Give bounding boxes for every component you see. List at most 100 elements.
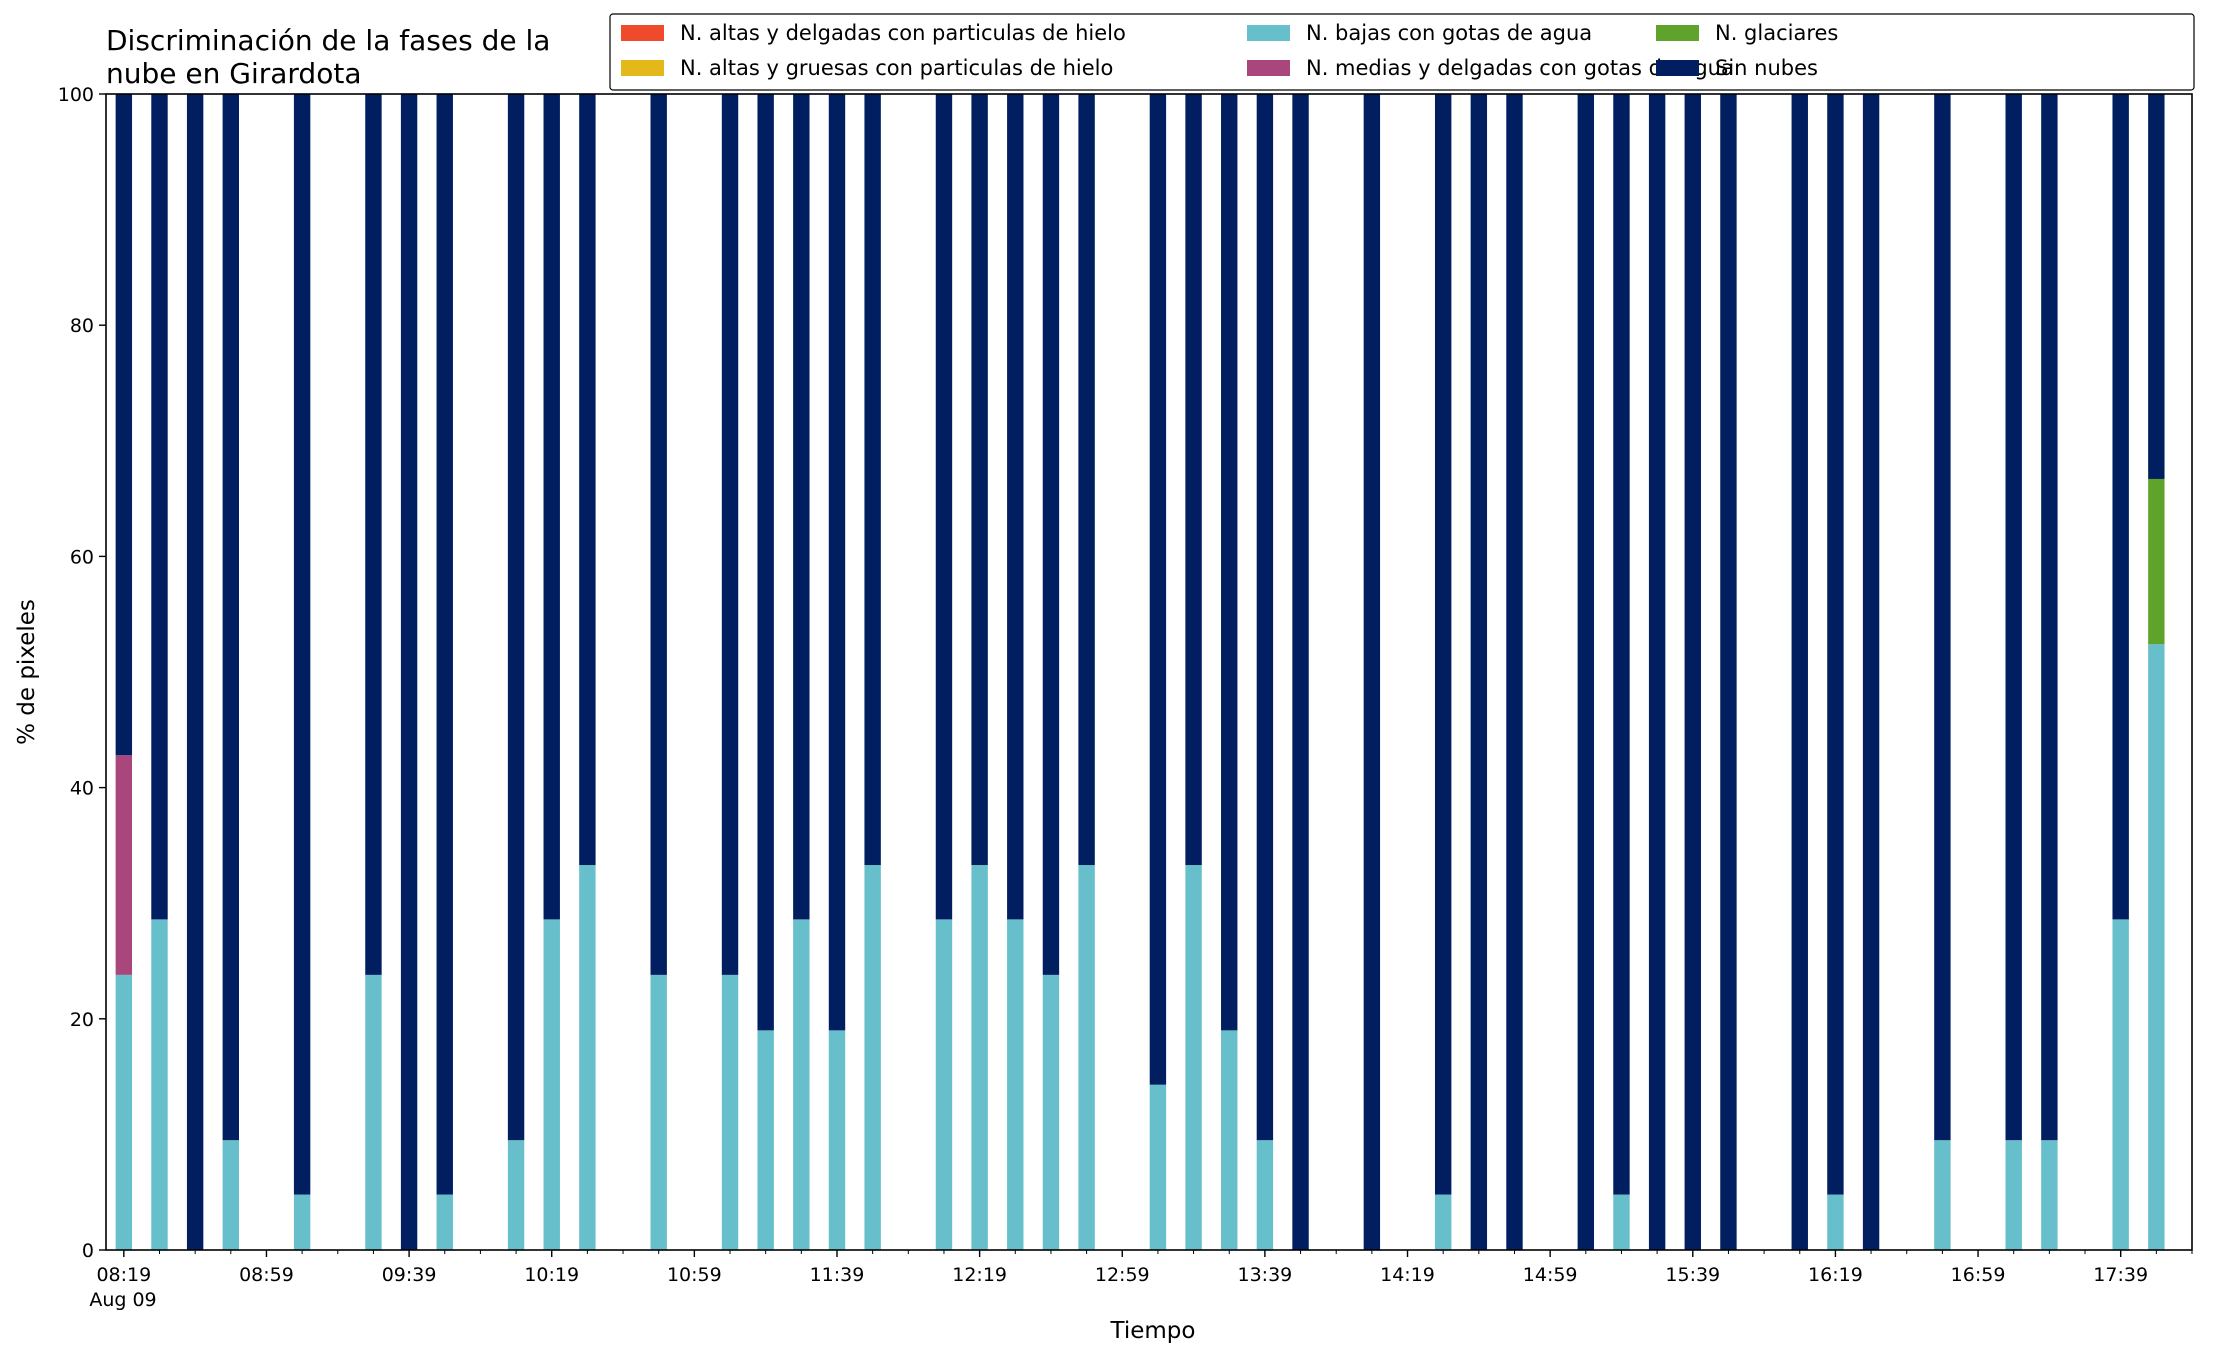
bar-segment — [1007, 94, 1024, 920]
legend-swatch — [621, 25, 664, 41]
x-tick-label: 11:39 — [810, 1264, 865, 1286]
legend-label: Sin nubes — [1715, 56, 1818, 80]
bar-segment — [365, 974, 382, 1250]
bar-segment — [1185, 94, 1202, 866]
bar-segment — [1185, 865, 1202, 1250]
x-tick-label: 13:39 — [1238, 1264, 1293, 1286]
y-axis-title: % de pixeles — [14, 599, 40, 745]
bar-segment — [507, 94, 525, 1141]
legend-label: N. altas y delgadas con particulas de hi… — [680, 21, 1126, 45]
bar-segment — [935, 919, 953, 1250]
legend-box — [609, 13, 2195, 91]
bar-segment — [1648, 94, 1666, 1250]
bar-segment — [1221, 1030, 1238, 1250]
bar-segment — [1934, 1140, 1951, 1250]
bar-segment — [650, 94, 667, 975]
bar-segment — [1934, 94, 1951, 1141]
bar-segment — [757, 1030, 774, 1250]
bar-segment — [1221, 94, 1238, 1031]
bar-segment — [1149, 1084, 1167, 1250]
bar-segment — [1256, 1140, 1274, 1250]
bar-segment — [115, 974, 133, 1250]
bar-segment — [864, 865, 881, 1250]
legend-label: N. altas y gruesas con particulas de hie… — [680, 56, 1113, 80]
bar-segment — [1078, 865, 1095, 1250]
plot-area-frame — [105, 93, 2193, 1251]
bar-segment — [543, 94, 560, 920]
x-axis-title: Tiempo — [1110, 1318, 1196, 1344]
bar-segment — [1292, 94, 1309, 1250]
x-tick-label: 15:39 — [1665, 1264, 1720, 1286]
legend-swatch — [1247, 25, 1290, 41]
x-date-label: Aug 09 — [89, 1289, 156, 1311]
y-tick-label: 60 — [70, 546, 94, 568]
bar-segment — [721, 94, 739, 975]
bar-segment — [151, 94, 168, 920]
bar-segment — [2112, 94, 2129, 920]
bar-segment — [1007, 919, 1024, 1250]
y-tick-label: 80 — [70, 315, 94, 337]
bar-segment — [2148, 478, 2165, 645]
bar-segment — [1577, 94, 1595, 1250]
bar-segment — [1684, 94, 1701, 1250]
x-tick-label: 16:19 — [1808, 1264, 1863, 1286]
bar-segment — [1720, 94, 1737, 1250]
chart-title-line-1: Discriminación de la fases de la — [106, 24, 550, 57]
x-tick-label: 17:39 — [2093, 1264, 2148, 1286]
legend: N. altas y delgadas con particulas de hi… — [609, 13, 2195, 91]
bar-segment — [436, 1194, 453, 1250]
x-tick-label: 09:39 — [382, 1264, 437, 1286]
bar-segment — [1791, 94, 1808, 1250]
x-tick-label: 14:59 — [1523, 1264, 1578, 1286]
bar-segment — [115, 755, 133, 975]
bars-group — [115, 94, 2165, 1250]
bar-segment — [1506, 94, 1523, 1250]
bar-segment — [543, 919, 560, 1250]
legend-label: N. glaciares — [1715, 21, 1838, 45]
bar-segment — [793, 919, 810, 1250]
bar-segment — [400, 94, 418, 1250]
legend-swatch — [1656, 25, 1699, 41]
bar-segment — [2112, 919, 2129, 1250]
bar-segment — [151, 919, 168, 1250]
x-tick-label: 08:59 — [239, 1264, 294, 1286]
x-tick-label: 10:19 — [524, 1264, 579, 1286]
bar-segment — [1042, 94, 1060, 975]
bar-segment — [579, 865, 596, 1250]
bar-segment — [186, 94, 204, 1250]
bar-segment — [1078, 94, 1095, 866]
y-tick-label: 20 — [70, 1009, 94, 1031]
bar-segment — [1470, 94, 1488, 1250]
y-axis: 0 20 40 60 80 100 — [58, 84, 106, 1262]
x-tick-label: 08:19 — [96, 1264, 151, 1286]
legend-swatch — [1247, 60, 1290, 76]
bar-segment — [971, 865, 988, 1250]
bar-segment — [650, 974, 667, 1250]
bar-segment — [507, 1140, 525, 1250]
bar-segment — [1862, 94, 1880, 1250]
bar-segment — [1613, 1194, 1630, 1250]
bar-segment — [971, 94, 988, 866]
bar-segment — [1827, 1194, 1844, 1250]
y-tick-label: 100 — [58, 84, 94, 106]
x-tick-label: 10:59 — [667, 1264, 722, 1286]
bar-segment — [1613, 94, 1630, 1195]
legend-swatch — [1656, 60, 1699, 76]
bar-segment — [1434, 1194, 1452, 1250]
bar-segment — [222, 1140, 239, 1250]
bar-segment — [1149, 94, 1167, 1085]
y-tick-label: 40 — [70, 778, 94, 800]
bar-segment — [115, 94, 133, 756]
bar-segment — [1363, 94, 1381, 1250]
y-tick-label: 0 — [82, 1240, 94, 1262]
bar-segment — [365, 94, 382, 975]
bar-segment — [864, 94, 881, 866]
bar-segment — [293, 94, 311, 1195]
x-tick-label: 16:59 — [1951, 1264, 2006, 1286]
bar-segment — [1827, 94, 1844, 1195]
bar-segment — [1042, 974, 1060, 1250]
legend-swatch — [621, 60, 664, 76]
bar-segment — [757, 94, 774, 1031]
